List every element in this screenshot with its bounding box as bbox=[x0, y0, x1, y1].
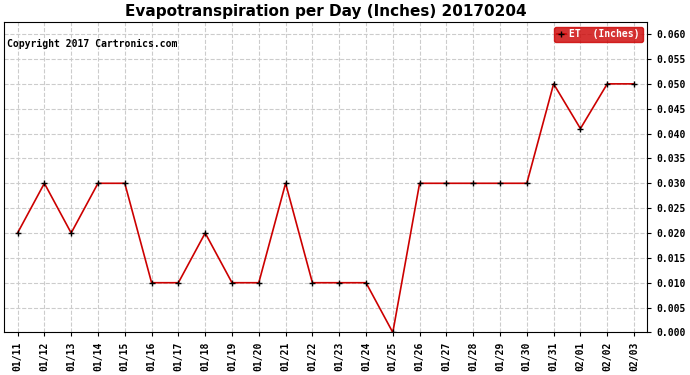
ET  (Inches) bbox=[549, 82, 558, 86]
ET  (Inches) bbox=[603, 82, 611, 86]
ET  (Inches) bbox=[94, 181, 102, 186]
ET  (Inches) bbox=[67, 231, 75, 235]
ET  (Inches) bbox=[496, 181, 504, 186]
Legend: ET  (Inches): ET (Inches) bbox=[553, 27, 642, 42]
ET  (Inches) bbox=[148, 280, 156, 285]
ET  (Inches) bbox=[13, 231, 21, 235]
ET  (Inches) bbox=[255, 280, 263, 285]
ET  (Inches) bbox=[121, 181, 129, 186]
ET  (Inches) bbox=[362, 280, 370, 285]
ET  (Inches) bbox=[308, 280, 317, 285]
ET  (Inches) bbox=[388, 330, 397, 334]
ET  (Inches) bbox=[469, 181, 477, 186]
ET  (Inches) bbox=[576, 126, 584, 131]
ET  (Inches) bbox=[335, 280, 344, 285]
ET  (Inches) bbox=[630, 82, 638, 86]
ET  (Inches) bbox=[40, 181, 48, 186]
ET  (Inches) bbox=[282, 181, 290, 186]
ET  (Inches) bbox=[415, 181, 424, 186]
Line: ET  (Inches): ET (Inches) bbox=[14, 80, 638, 336]
Text: Copyright 2017 Cartronics.com: Copyright 2017 Cartronics.com bbox=[7, 39, 177, 50]
ET  (Inches) bbox=[228, 280, 236, 285]
ET  (Inches) bbox=[523, 181, 531, 186]
ET  (Inches) bbox=[175, 280, 183, 285]
Title: Evapotranspiration per Day (Inches) 20170204: Evapotranspiration per Day (Inches) 2017… bbox=[125, 4, 526, 19]
ET  (Inches) bbox=[201, 231, 209, 235]
ET  (Inches) bbox=[442, 181, 451, 186]
